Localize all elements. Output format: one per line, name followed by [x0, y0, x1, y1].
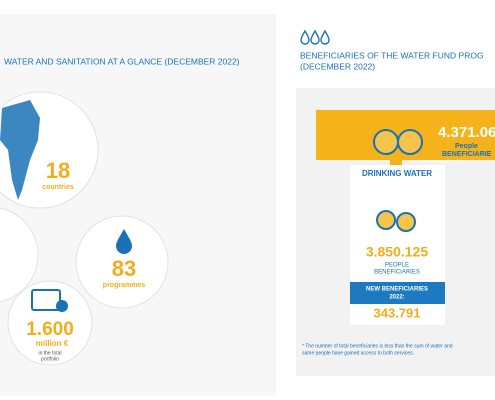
- person-icon: [396, 212, 416, 232]
- stat-note: portfolio: [41, 356, 59, 362]
- left-title: WATER AND SANITATION AT A GLANCE (DECEMB…: [4, 56, 240, 66]
- total-label: BENEFICIARIE: [442, 151, 492, 158]
- stat-circle: [75, 215, 169, 309]
- new-beneficiaries-bar: [350, 282, 445, 304]
- stat-label: programmes: [103, 282, 146, 289]
- person-icon: [376, 210, 396, 230]
- total-note: since the inception of the: [420, 158, 465, 163]
- stat-value: 1.600: [26, 319, 74, 340]
- drops-icon: [300, 29, 330, 45]
- drinking-water-label: PEOPLE: [385, 263, 409, 269]
- euro-icon: [56, 300, 68, 312]
- stat-label: countries: [42, 184, 74, 191]
- stat-circle: [7, 280, 93, 366]
- right-title: BENEFICIARIES OF THE WATER FUND PROG: [300, 50, 484, 60]
- briefcase-icon: [31, 289, 61, 311]
- drinking-water-label: BENEFICIARIES: [374, 270, 420, 276]
- stat-value: 83: [112, 256, 136, 281]
- new-beneficiaries-label: 2022:: [389, 295, 404, 301]
- total-value: 4.371.06: [438, 124, 495, 141]
- stat-note: in the total: [38, 350, 61, 356]
- new-beneficiaries-label: NEW BENEFICIARIES: [366, 287, 428, 293]
- stat-circle: [0, 207, 39, 303]
- drinking-water-value: 3.850.125: [366, 244, 428, 260]
- drop-icon: [116, 229, 132, 254]
- person-icon: [373, 129, 399, 155]
- map-icon: [0, 100, 40, 200]
- right-title: (DECEMBER 2022): [300, 61, 375, 71]
- person-icon: [397, 129, 423, 155]
- stat-label: million €: [36, 339, 69, 348]
- total-label: People: [455, 143, 478, 150]
- new-beneficiaries-value: 343.791: [374, 305, 421, 320]
- drinking-water-title: DRINKING WATER: [362, 169, 432, 178]
- footnote: same people have gained access to both s…: [302, 350, 414, 356]
- stat-value: 18: [46, 158, 70, 183]
- footnote: * The number of total beneficiaries is l…: [302, 343, 453, 349]
